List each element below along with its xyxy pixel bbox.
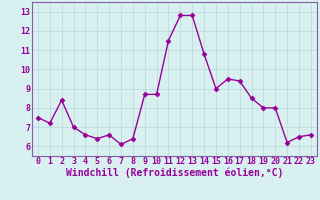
X-axis label: Windchill (Refroidissement éolien,°C): Windchill (Refroidissement éolien,°C) (66, 168, 283, 178)
